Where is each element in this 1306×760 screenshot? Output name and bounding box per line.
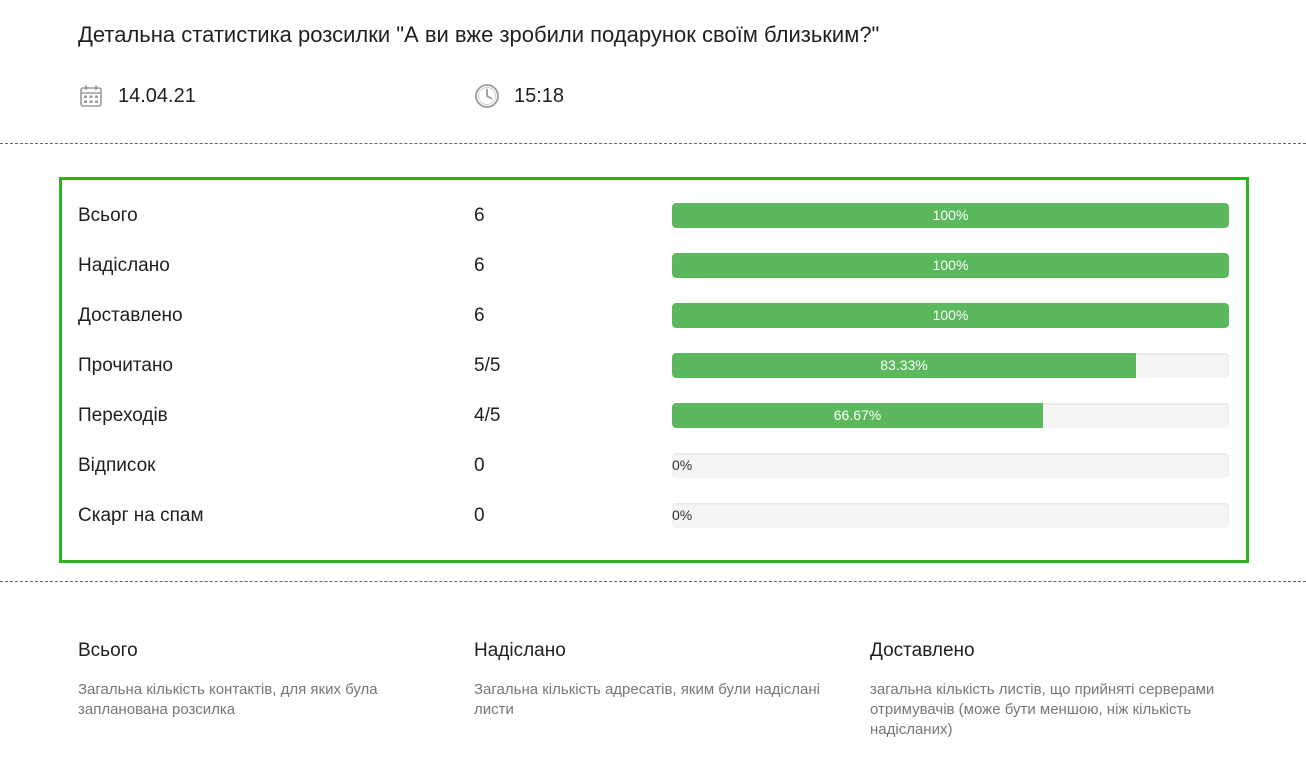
progress-bar: 100% [672, 253, 1229, 278]
legend-description: Загальна кількість контактів, для яких б… [78, 681, 378, 718]
stats-row-label: Прочитано [78, 355, 173, 376]
legend-title: Доставлено [870, 640, 975, 661]
progress-bar: 100% [672, 303, 1229, 328]
progress-bar: 83.33% [672, 353, 1229, 378]
stats-row-label: Відписок [78, 455, 156, 476]
progress-bar-percent: 100% [932, 207, 969, 223]
send-time: 15:18 [474, 82, 564, 110]
page-title: Детальна статистика розсилки "А ви вже з… [78, 22, 880, 47]
divider-bottom [0, 581, 1306, 582]
progress-bar-fill [672, 253, 1229, 278]
progress-bar: 66.67% [672, 403, 1229, 428]
stats-row: Всього 6 100% [62, 203, 1246, 233]
legend-title: Надіслано [474, 640, 566, 661]
legend-description: Загальна кількість адресатів, яким були … [474, 681, 820, 718]
stats-row: Переходів 4/5 66.67% [62, 403, 1246, 433]
progress-bar: 100% [672, 203, 1229, 228]
legend-delivered: Доставлено загальна кількість листів, що… [870, 640, 1230, 740]
progress-bar-percent: 83.33% [880, 357, 928, 373]
stats-row: Відписок 0 0% [62, 453, 1246, 483]
progress-bar-percent: 0% [672, 507, 693, 523]
progress-bar-fill [672, 203, 1229, 228]
progress-bar-fill [672, 353, 1136, 378]
progress-bar: 0% [672, 453, 1229, 478]
stats-row-count: 0 [474, 505, 485, 526]
send-date: 14.04.21 [78, 82, 196, 110]
stats-row-label: Доставлено [78, 305, 183, 326]
divider-top [0, 143, 1306, 144]
progress-bar-percent: 100% [932, 257, 969, 273]
progress-bar-percent: 66.67% [833, 407, 882, 423]
stats-row-count: 6 [474, 305, 485, 326]
send-date-value: 14.04.21 [118, 84, 196, 107]
progress-bar-fill [672, 303, 1229, 328]
progress-bar-fill [672, 403, 1043, 428]
stats-row-count: 0 [474, 455, 485, 476]
legend-total: Всього Загальна кількість контактів, для… [78, 640, 438, 720]
stats-row-label: Скарг на спам [78, 505, 204, 526]
send-time-value: 15:18 [514, 84, 565, 107]
stats-row-label: Всього [78, 205, 138, 226]
stats-row: Доставлено 6 100% [62, 303, 1246, 333]
stats-row: Прочитано 5/5 83.33% [62, 353, 1246, 383]
calendar-icon [78, 83, 104, 109]
legend-title: Всього [78, 640, 138, 661]
progress-bar-percent: 0% [672, 457, 693, 473]
stats-panel: Всього 6 100% Надіслано 6 100% Доставлено 6 100%… [59, 177, 1249, 563]
stats-row: Скарг на спам 0 0% [62, 503, 1246, 533]
clock-icon [474, 83, 500, 109]
stats-row-count: 6 [474, 205, 485, 226]
stats-row-count: 6 [474, 255, 485, 276]
progress-bar: 0% [672, 503, 1229, 528]
stats-row-label: Надіслано [78, 255, 170, 276]
stats-row-count: 4/5 [474, 405, 501, 426]
stats-row-label: Переходів [78, 405, 168, 426]
legend-description: загальна кількість листів, що прийняті с… [870, 681, 1215, 738]
legend-sent: Надіслано Загальна кількість адресатів, … [474, 640, 834, 720]
progress-bar-percent: 100% [932, 307, 969, 323]
stats-row: Надіслано 6 100% [62, 253, 1246, 283]
stats-row-count: 5/5 [474, 355, 501, 376]
